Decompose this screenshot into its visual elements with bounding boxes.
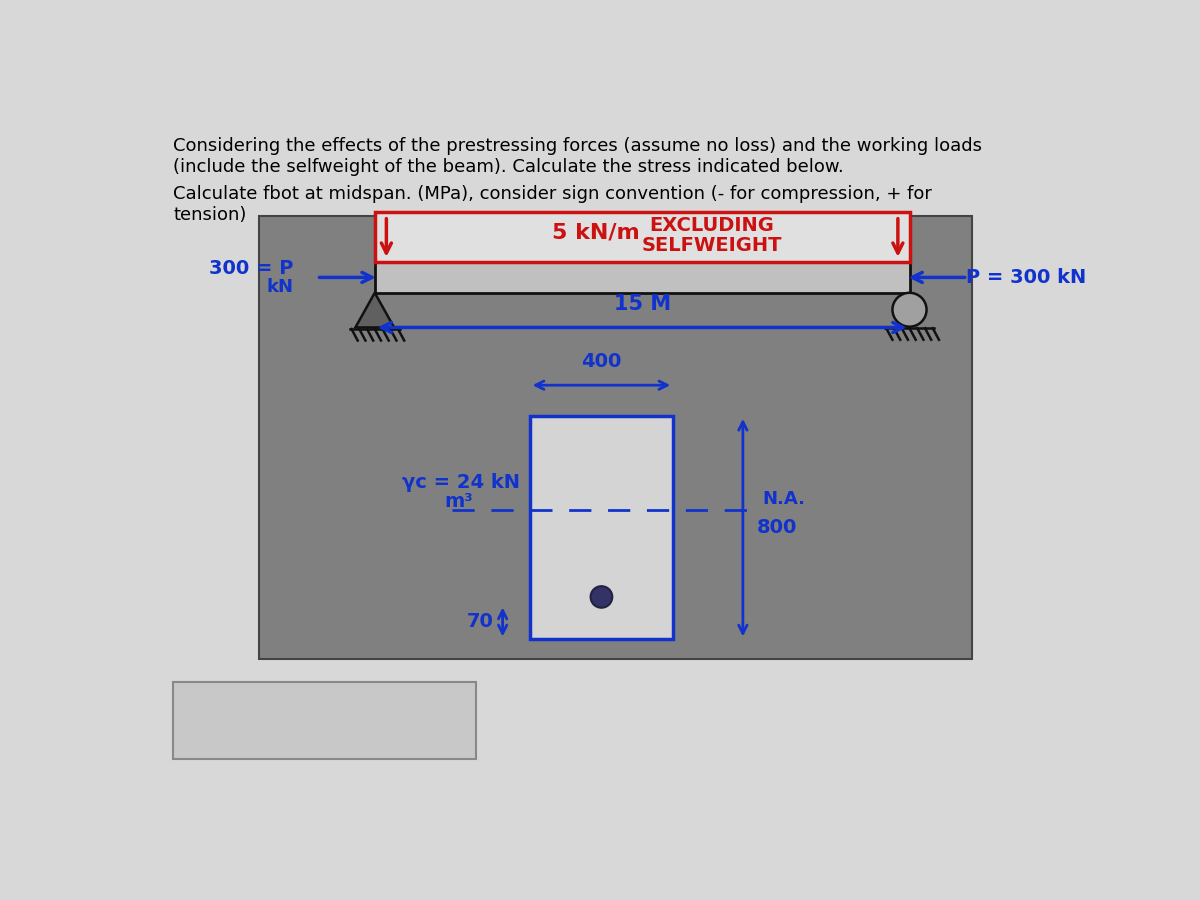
Text: EXCLUDING: EXCLUDING — [649, 215, 774, 235]
Text: 800: 800 — [757, 518, 797, 537]
Bar — [173, 681, 475, 759]
Bar — [529, 416, 673, 639]
Text: N.A.: N.A. — [762, 490, 805, 508]
Circle shape — [893, 292, 926, 327]
Text: 15 M: 15 M — [613, 293, 671, 313]
Text: kN: kN — [266, 277, 293, 295]
Bar — [374, 212, 910, 262]
Text: P = 300 kN: P = 300 kN — [966, 268, 1086, 287]
Text: γc = 24 kN: γc = 24 kN — [402, 473, 520, 492]
Text: Considering the effects of the prestressing forces (assume no loss) and the work: Considering the effects of the prestress… — [173, 138, 983, 156]
Text: 5 kN/m: 5 kN/m — [552, 222, 640, 243]
Text: 400: 400 — [581, 352, 622, 372]
Text: tension): tension) — [173, 206, 247, 224]
Text: Calculate fbot at midspan. (MPa), consider sign convention (- for compression, +: Calculate fbot at midspan. (MPa), consid… — [173, 185, 932, 203]
Polygon shape — [355, 292, 394, 328]
Text: 70: 70 — [467, 612, 493, 631]
Bar — [258, 216, 972, 659]
Text: (include the selfweight of the beam). Calculate the stress indicated below.: (include the selfweight of the beam). Ca… — [173, 158, 844, 176]
Circle shape — [590, 586, 612, 608]
Bar — [374, 262, 910, 292]
Text: SELFWEIGHT: SELFWEIGHT — [642, 236, 782, 255]
Text: m³: m³ — [444, 492, 473, 511]
Text: 300 = P: 300 = P — [209, 258, 293, 278]
